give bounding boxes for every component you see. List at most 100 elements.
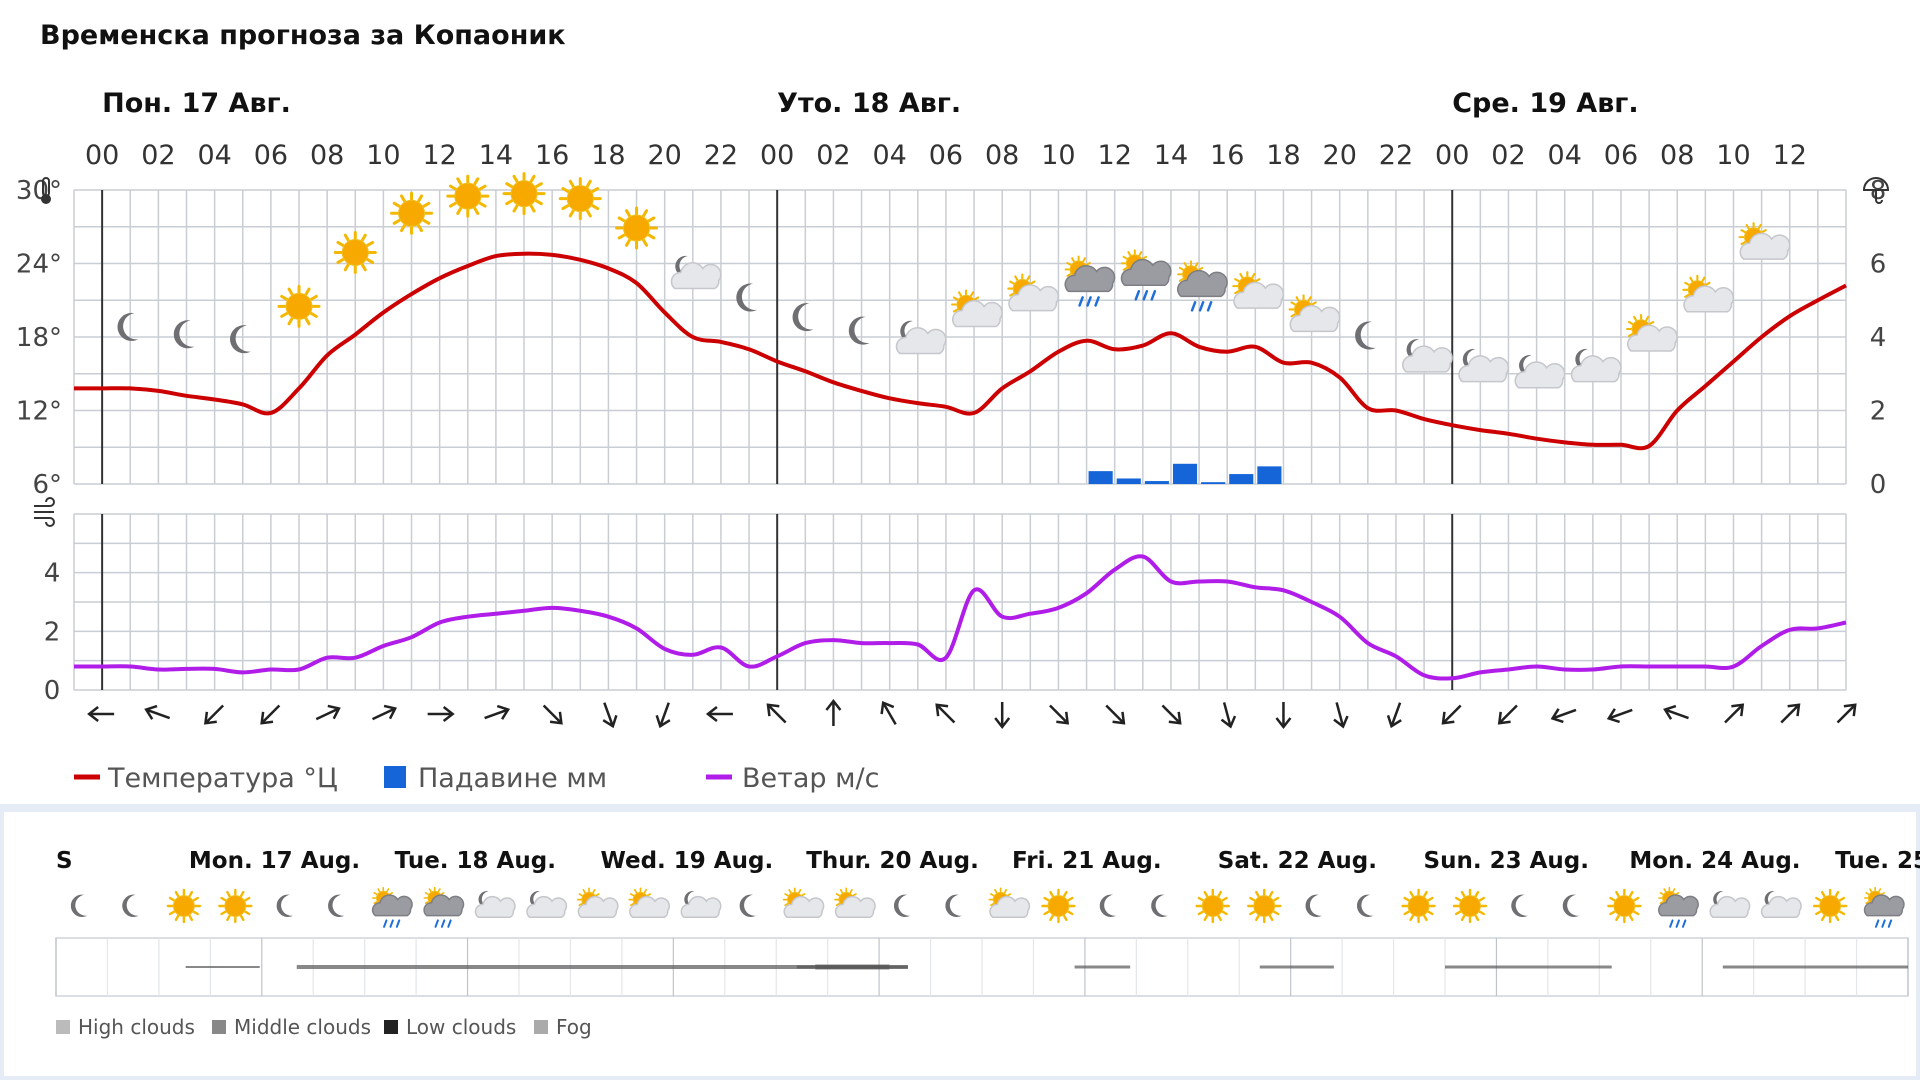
hour-label: 10 — [366, 140, 400, 171]
hour-label: 08 — [985, 140, 1019, 171]
hour-label: 06 — [254, 140, 288, 171]
sun-icon — [390, 191, 434, 235]
moon-cloud-icon — [1709, 891, 1751, 918]
hour-label: 18 — [591, 140, 625, 171]
hour-label: 10 — [1041, 140, 1075, 171]
wind-direction-arrow — [1220, 702, 1237, 729]
precip-bar — [1116, 478, 1141, 484]
moon-cloud-icon — [1760, 891, 1802, 918]
sun-icon — [1812, 888, 1848, 924]
wind-direction-arrow — [260, 704, 281, 725]
moon-cloud-icon — [1458, 348, 1510, 383]
moon-icon — [1356, 894, 1374, 917]
wind-direction-arrow — [1161, 704, 1182, 725]
wind-direction-arrow — [427, 706, 455, 722]
y-tick-label: 6° — [32, 470, 62, 500]
wind-direction-arrow — [1550, 708, 1577, 724]
moon-icon — [739, 894, 757, 917]
legend-precip-swatch — [384, 766, 406, 788]
umbrella-icon — [1862, 177, 1890, 204]
cloud-band — [796, 965, 908, 969]
sun-icon — [1401, 888, 1436, 924]
cloud-band — [296, 965, 908, 969]
cloud-legend-swatch — [384, 1020, 398, 1034]
week-day-label: S — [56, 848, 73, 874]
hour-label: 04 — [1548, 140, 1582, 171]
hour-label: 02 — [1491, 140, 1525, 171]
sun-icon — [218, 888, 253, 924]
hour-label: 12 — [1098, 140, 1132, 171]
hour-label: 16 — [535, 140, 569, 171]
wind-direction-arrow — [766, 703, 787, 724]
legend-wind-label: Ветар м/с — [742, 763, 879, 794]
sun-icon — [333, 230, 377, 274]
hour-label: 16 — [1210, 140, 1244, 171]
y-tick-label: 18° — [16, 323, 62, 353]
day-header: Сре. 19 Авг. — [1452, 88, 1638, 119]
sun-cloud-icon — [1232, 271, 1285, 309]
wind-grid — [73, 513, 1847, 691]
cloud-legend-swatch — [534, 1020, 548, 1034]
sun-icon — [1247, 888, 1282, 924]
wind-direction-arrow — [655, 702, 671, 729]
sun-icon — [166, 888, 202, 924]
moon-icon — [1355, 321, 1376, 350]
wind-line — [74, 554, 1847, 681]
hour-label: 14 — [1154, 140, 1188, 171]
hour-label: 08 — [310, 140, 344, 171]
sun-icon — [558, 177, 602, 221]
sun-cloud-icon — [951, 289, 1003, 328]
wind-direction-arrow — [1724, 703, 1745, 724]
sun-rain-cloud-icon — [1064, 255, 1116, 307]
sun-cloud-icon — [988, 887, 1031, 918]
hour-label: 00 — [760, 140, 794, 171]
y2-tick-label: 2 — [1870, 397, 1887, 427]
hour-label: 00 — [85, 140, 119, 171]
cloud-legend-label: Low clouds — [406, 1015, 516, 1039]
thermometer-icon — [41, 177, 51, 204]
sun-rain-cloud-icon — [423, 886, 465, 928]
hour-label: 20 — [1323, 140, 1357, 171]
wind-tick-label: 2 — [44, 617, 61, 647]
sun-cloud-icon — [782, 887, 825, 918]
week-day-label: Mon. 17 Aug. — [189, 848, 360, 874]
moon-cloud-icon — [1570, 348, 1622, 383]
moon-icon — [276, 894, 294, 917]
wind-direction-arrow — [1663, 704, 1689, 720]
y-tick-label: 24° — [16, 250, 62, 280]
sun-rain-cloud-icon — [1657, 886, 1699, 928]
wind-direction-arrow — [484, 704, 511, 720]
page-title: Временска прогноза за Копаоник — [40, 20, 566, 51]
wind-direction-arrow — [542, 704, 563, 725]
sun-cloud-icon — [834, 887, 876, 918]
sun-rain-cloud-icon — [1863, 886, 1905, 928]
week-day-label: Fri. 21 Aug. — [1012, 848, 1162, 874]
sun-icon — [615, 206, 659, 250]
precip-bar — [1201, 482, 1226, 484]
cloud-legend-swatch — [56, 1020, 70, 1034]
wind-direction-arrow — [1441, 704, 1462, 725]
sun-icon — [1195, 888, 1230, 924]
wind-direction-arrow — [1275, 702, 1292, 730]
moon-icon — [230, 325, 251, 354]
wind-tick-label: 4 — [44, 559, 61, 589]
cloud-legend-swatch — [212, 1020, 226, 1034]
wind-direction-arrow — [204, 704, 225, 725]
wind-direction-arrow — [1105, 704, 1126, 725]
moon-cloud-icon — [1514, 355, 1566, 389]
wind-direction-arrow — [144, 704, 171, 720]
y2-tick-label: 6 — [1870, 250, 1887, 280]
wind-direction-arrow — [602, 702, 618, 729]
wind-direction-arrow — [1780, 703, 1801, 724]
cloud-band — [1259, 965, 1334, 969]
wind-direction-arrow — [87, 706, 115, 722]
week-day-label: Wed. 19 Aug. — [600, 848, 773, 874]
y-tick-label: 12° — [16, 397, 62, 427]
wind-direction-arrow — [935, 703, 956, 724]
sun-cloud-icon — [577, 887, 619, 918]
hour-label: 08 — [1660, 140, 1694, 171]
hour-label: 02 — [816, 140, 850, 171]
hour-label: 02 — [141, 140, 175, 171]
moon-icon — [848, 316, 870, 345]
